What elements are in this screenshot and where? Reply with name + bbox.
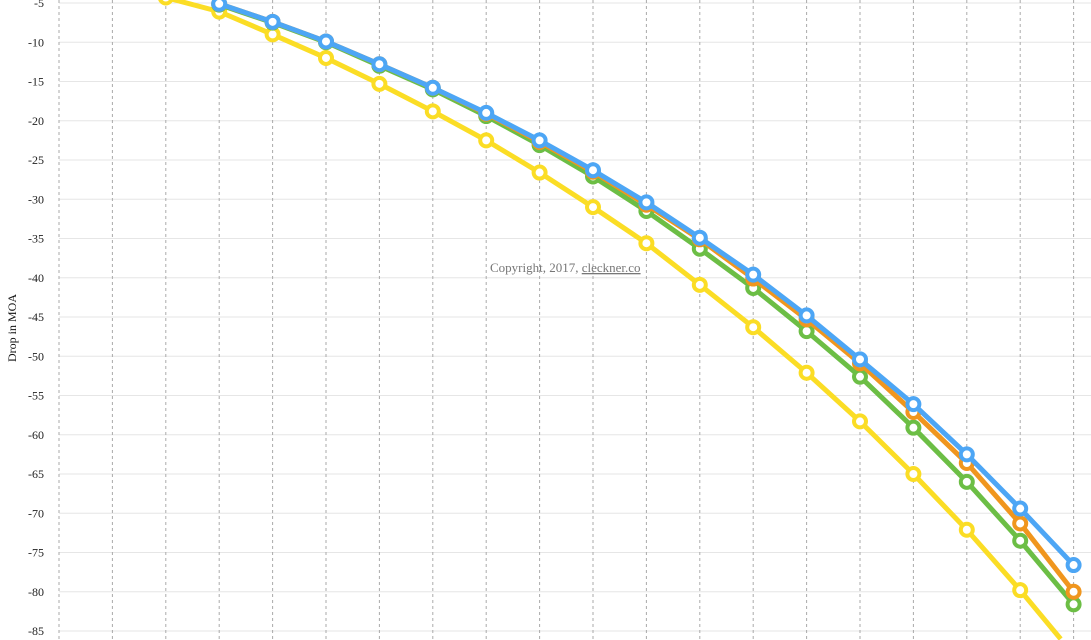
data-point	[958, 521, 975, 538]
data-point	[1012, 515, 1029, 532]
data-point	[1065, 596, 1082, 613]
y-tick-label: -5	[34, 0, 44, 10]
data-point	[691, 276, 708, 293]
y-tick-label: -15	[28, 75, 44, 89]
y-axis-ticks: -5 -10 -15 -20 -25 -30 -35 -40 -45 -50 -55 -60 -65 -7…	[28, 0, 44, 638]
series-line	[165, 0, 1063, 640]
y-tick-label: -20	[28, 114, 44, 128]
data-point	[905, 396, 922, 413]
data-point	[798, 307, 815, 324]
y-tick-label: -25	[28, 153, 44, 167]
data-point	[371, 56, 388, 73]
series-2	[211, 0, 1082, 600]
data-point	[1012, 500, 1029, 517]
y-axis-label: Drop in MOA	[5, 294, 19, 362]
data-point	[264, 13, 281, 30]
data-point	[958, 446, 975, 463]
data-point	[478, 132, 495, 149]
grid	[58, 0, 1091, 640]
data-point	[531, 132, 548, 149]
y-tick-label: -35	[28, 232, 44, 246]
data-point	[424, 103, 441, 120]
data-point	[478, 104, 495, 121]
y-tick-label: -55	[28, 389, 44, 403]
y-tick-label: -60	[28, 428, 44, 442]
data-point	[585, 199, 601, 216]
data-point	[691, 229, 708, 246]
data-point	[852, 413, 868, 430]
y-tick-label: -40	[28, 271, 44, 285]
data-point	[1012, 532, 1029, 549]
y-tick-label: -30	[28, 192, 44, 206]
data-point	[798, 364, 815, 381]
data-point	[905, 466, 922, 482]
data-point	[638, 194, 655, 211]
data-point	[1065, 583, 1082, 600]
data-point	[1012, 582, 1029, 599]
data-point	[745, 319, 762, 336]
series-layer	[158, 0, 1082, 640]
y-tick-label: -10	[28, 35, 44, 49]
data-point	[211, 0, 228, 12]
y-tick-label: -80	[28, 585, 44, 599]
data-point	[638, 235, 655, 252]
y-tick-label: -75	[28, 546, 44, 560]
y-tick-label: -85	[28, 624, 44, 638]
data-point	[852, 368, 868, 385]
data-point	[318, 49, 334, 66]
copyright-watermark: Copyright, 2017, cleckner.co	[490, 260, 641, 275]
series-line	[218, 2, 1076, 606]
data-point	[958, 473, 975, 490]
data-point	[745, 266, 762, 283]
data-point	[585, 162, 601, 179]
y-tick-label: -45	[28, 310, 44, 324]
data-point	[905, 419, 922, 436]
data-point	[531, 164, 548, 181]
series-3	[211, 0, 1082, 574]
data-point	[158, 0, 174, 6]
data-point	[424, 79, 441, 96]
data-point	[1065, 557, 1082, 574]
y-tick-label: -70	[28, 506, 44, 520]
copyright-link[interactable]: cleckner.co	[582, 260, 641, 275]
y-tick-label: -50	[28, 349, 44, 363]
series-0	[158, 0, 1063, 640]
data-point	[371, 75, 388, 92]
y-tick-label: -65	[28, 467, 44, 481]
data-point	[318, 33, 334, 50]
copyright-text: Copyright, 2017,	[490, 260, 582, 275]
data-point	[852, 351, 868, 368]
